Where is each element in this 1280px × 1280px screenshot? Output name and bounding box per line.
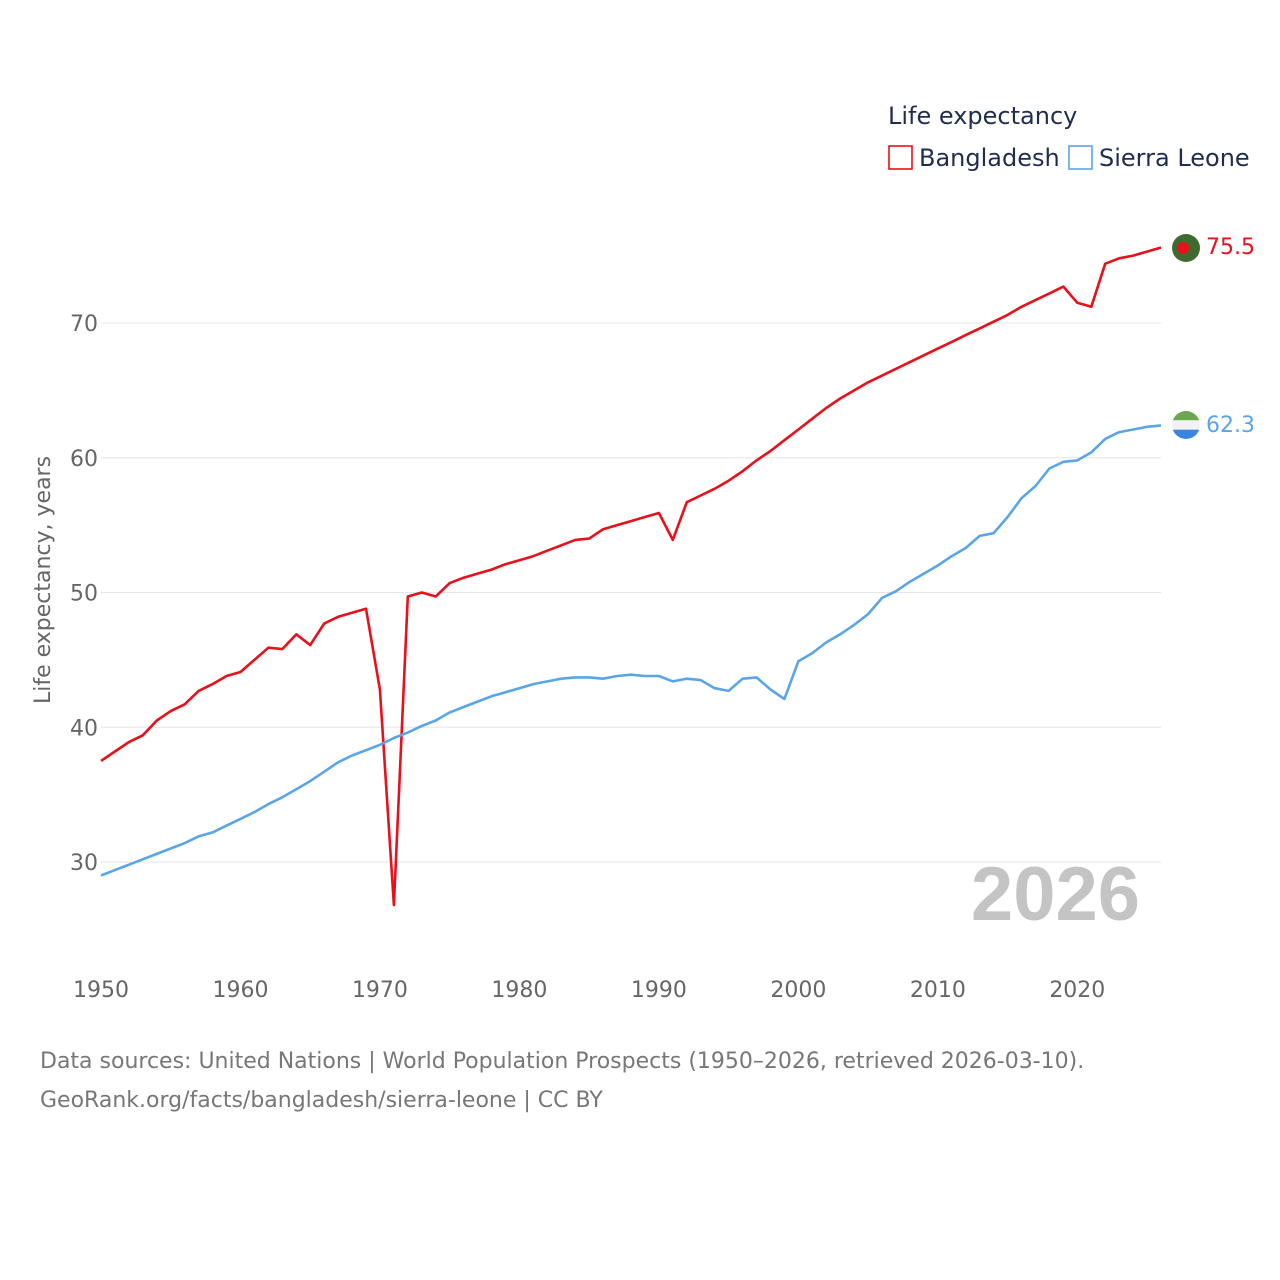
x-tick-label-1950: 1950 [73, 978, 129, 1003]
legend: Life expectancy Bangladesh Sierra Leone [888, 102, 1250, 172]
legend-swatch-sierra-leone[interactable] [1068, 145, 1093, 170]
legend-label-sierra-leone[interactable]: Sierra Leone [1099, 144, 1250, 172]
end-label-sierra-leone: 62.3 [1206, 413, 1255, 438]
y-axis-title: Life expectancy, years [31, 456, 56, 704]
series-line-sierra-leone[interactable] [100, 424, 1162, 877]
source-line-1: Data sources: United Nations | World Pop… [40, 1049, 1085, 1074]
data-source-footer: Data sources: United Nations | World Pop… [40, 1042, 1084, 1120]
y-tick-label-30: 30 [70, 851, 98, 876]
end-label-bangladesh: 75.5 [1206, 235, 1255, 260]
x-tick-label-1990: 1990 [631, 978, 687, 1003]
series-line-bangladesh[interactable] [100, 246, 1162, 907]
bangladesh-flag-icon [1172, 234, 1200, 262]
source-line-2: GeoRank.org/facts/bangladesh/sierra-leon… [40, 1088, 603, 1113]
year-watermark: 2026 [971, 852, 1140, 937]
legend-label-bangladesh[interactable]: Bangladesh [919, 144, 1060, 172]
life-expectancy-chart: 30 40 50 60 70 1950 1960 1970 1980 1990 2000 2010 2… [31, 102, 1255, 1003]
y-tick-label-60: 60 [70, 447, 98, 472]
legend-title: Life expectancy [888, 102, 1077, 130]
x-tick-label-2000: 2000 [770, 978, 826, 1003]
x-axis-ticks: 1950 1960 1970 1980 1990 2000 2010 2020 [73, 978, 1105, 1003]
y-tick-label-50: 50 [70, 582, 98, 607]
x-tick-label-1970: 1970 [352, 978, 408, 1003]
y-axis-ticks: 30 40 50 60 70 [70, 312, 98, 876]
x-tick-label-2010: 2010 [910, 978, 966, 1003]
y-tick-label-40: 40 [70, 716, 98, 741]
sierra-leone-flag-icon [1172, 411, 1200, 439]
legend-swatch-bangladesh[interactable] [888, 145, 913, 170]
x-tick-label-1960: 1960 [212, 978, 268, 1003]
x-tick-label-2020: 2020 [1049, 978, 1105, 1003]
y-tick-label-70: 70 [70, 312, 98, 337]
series-lines [100, 246, 1162, 907]
x-tick-label-1980: 1980 [491, 978, 547, 1003]
gridlines [101, 322, 1161, 863]
